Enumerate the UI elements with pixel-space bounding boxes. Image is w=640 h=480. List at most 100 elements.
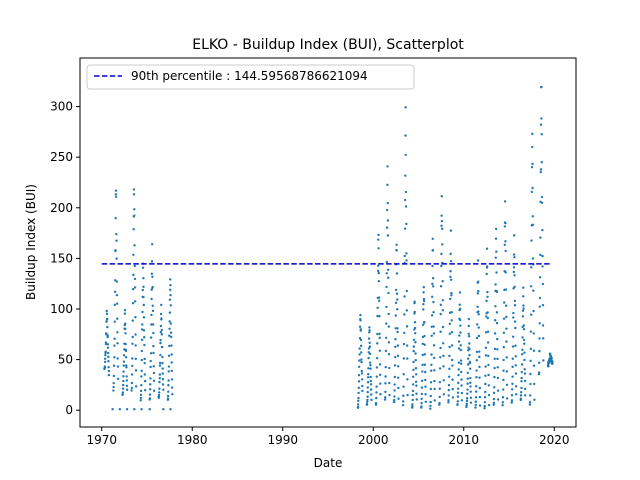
data-point	[387, 312, 390, 316]
data-point	[493, 386, 496, 389]
data-point	[149, 352, 153, 355]
data-point	[505, 340, 508, 343]
data-point	[105, 320, 108, 323]
data-point	[474, 396, 478, 399]
data-point	[393, 395, 396, 398]
data-point	[486, 330, 490, 333]
data-point	[170, 361, 173, 364]
data-point	[486, 290, 489, 294]
data-point	[442, 354, 445, 358]
data-point	[523, 358, 526, 362]
data-point	[450, 311, 453, 314]
data-point	[513, 274, 516, 277]
data-point	[365, 402, 369, 406]
data-point	[106, 334, 109, 337]
data-point	[104, 342, 108, 346]
data-point	[360, 369, 363, 373]
data-point	[504, 271, 507, 274]
data-point	[148, 407, 151, 411]
y-axis-ticks: 0 50 100 150 200 250 300	[50, 100, 80, 417]
data-point	[429, 400, 432, 404]
data-point	[116, 365, 120, 368]
data-point	[423, 353, 427, 356]
data-point	[513, 234, 516, 237]
legend-entry-label: 90th percentile : 144.59568786621094	[131, 69, 368, 83]
data-point	[170, 378, 174, 381]
data-point	[457, 361, 461, 364]
data-point	[366, 376, 370, 379]
data-point	[477, 289, 480, 293]
data-point	[421, 370, 424, 373]
data-point	[376, 314, 379, 318]
data-point	[439, 356, 442, 359]
data-point	[438, 387, 441, 390]
data-point	[449, 297, 452, 301]
data-point	[478, 350, 481, 353]
data-point	[140, 349, 144, 353]
data-point	[487, 403, 491, 407]
data-point	[150, 313, 153, 317]
data-point	[514, 393, 518, 396]
data-point	[125, 388, 129, 391]
data-point	[511, 357, 514, 360]
data-point	[397, 365, 400, 368]
data-point	[530, 239, 533, 242]
data-point	[152, 323, 155, 326]
data-point	[469, 381, 472, 384]
data-point	[142, 303, 145, 307]
data-point	[141, 323, 144, 326]
data-point	[421, 363, 424, 367]
data-point	[112, 389, 115, 392]
data-point	[395, 292, 399, 295]
data-point	[403, 254, 406, 258]
data-point	[467, 317, 471, 321]
data-point	[357, 396, 360, 400]
data-point	[131, 302, 135, 305]
data-point	[114, 279, 117, 282]
data-point	[358, 353, 361, 356]
data-point	[539, 253, 542, 257]
data-point	[151, 309, 155, 313]
data-point	[369, 367, 372, 370]
data-point	[384, 336, 388, 339]
data-point	[369, 364, 372, 367]
data-point	[487, 354, 490, 358]
data-point	[441, 309, 445, 312]
data-point	[492, 401, 496, 405]
data-point	[141, 310, 144, 314]
data-point	[496, 357, 499, 361]
data-point	[370, 393, 373, 396]
data-point	[513, 299, 517, 303]
data-point	[169, 288, 172, 292]
data-point	[140, 328, 144, 331]
data-point	[430, 334, 433, 337]
data-point	[457, 373, 460, 377]
data-point	[394, 355, 397, 359]
data-point	[159, 353, 162, 357]
data-point	[358, 347, 361, 350]
data-point	[113, 303, 117, 307]
data-point	[512, 270, 516, 274]
data-point	[167, 379, 170, 382]
data-point	[169, 283, 172, 287]
data-point	[422, 285, 425, 289]
data-point	[139, 389, 143, 393]
data-point	[360, 358, 363, 361]
data-point	[423, 363, 427, 366]
data-point	[131, 342, 134, 346]
data-point	[447, 394, 450, 397]
data-point	[377, 296, 381, 299]
data-point	[158, 377, 161, 380]
data-point	[106, 346, 110, 349]
data-point	[142, 316, 146, 319]
data-point	[467, 332, 470, 335]
data-point	[132, 228, 135, 231]
data-point	[149, 388, 152, 391]
data-point	[366, 400, 369, 403]
data-point	[142, 277, 145, 280]
data-point	[168, 311, 172, 314]
data-point	[523, 387, 527, 391]
data-point	[387, 352, 391, 356]
data-point	[112, 364, 116, 367]
data-point	[531, 162, 534, 166]
